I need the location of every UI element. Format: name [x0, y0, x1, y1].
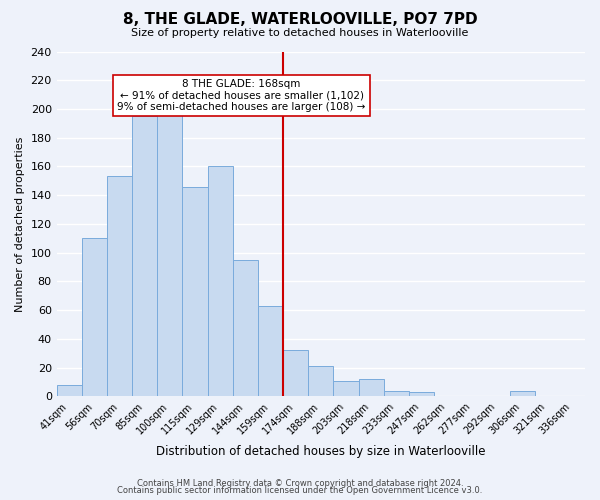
Bar — [82, 238, 107, 396]
Bar — [233, 260, 258, 396]
Text: 8, THE GLADE, WATERLOOVILLE, PO7 7PD: 8, THE GLADE, WATERLOOVILLE, PO7 7PD — [122, 12, 478, 28]
Bar — [308, 366, 334, 396]
Bar — [107, 176, 132, 396]
Bar — [258, 306, 283, 396]
Bar — [208, 166, 233, 396]
Bar — [157, 114, 182, 396]
Text: 8 THE GLADE: 168sqm
← 91% of detached houses are smaller (1,102)
9% of semi-deta: 8 THE GLADE: 168sqm ← 91% of detached ho… — [118, 79, 366, 112]
Bar — [56, 385, 82, 396]
Text: Contains HM Land Registry data © Crown copyright and database right 2024.: Contains HM Land Registry data © Crown c… — [137, 478, 463, 488]
Y-axis label: Number of detached properties: Number of detached properties — [15, 136, 25, 312]
Bar — [182, 186, 208, 396]
Bar — [359, 379, 384, 396]
Bar — [409, 392, 434, 396]
Bar — [509, 390, 535, 396]
X-axis label: Distribution of detached houses by size in Waterlooville: Distribution of detached houses by size … — [156, 444, 485, 458]
Bar — [132, 116, 157, 396]
Text: Size of property relative to detached houses in Waterlooville: Size of property relative to detached ho… — [131, 28, 469, 38]
Bar — [334, 380, 359, 396]
Bar — [384, 390, 409, 396]
Text: Contains public sector information licensed under the Open Government Licence v3: Contains public sector information licen… — [118, 486, 482, 495]
Bar — [283, 350, 308, 397]
